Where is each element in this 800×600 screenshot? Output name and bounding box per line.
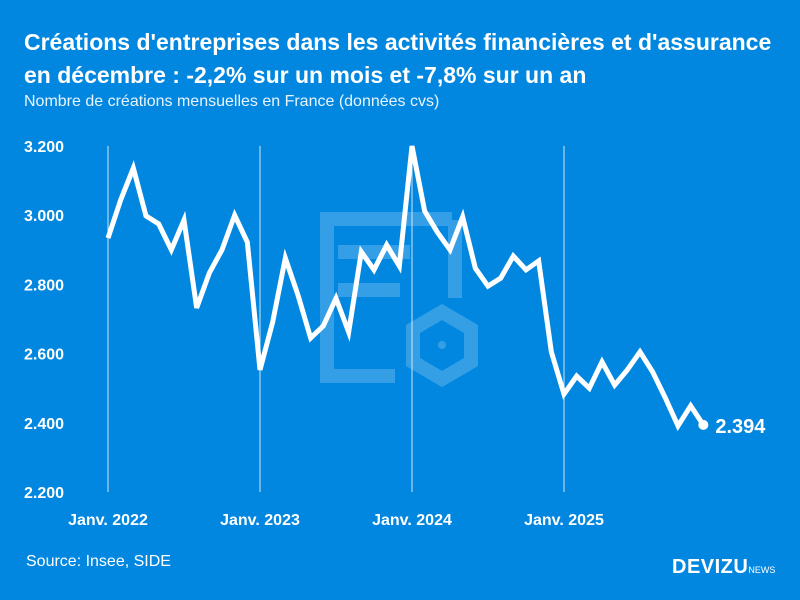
y-tick-label: 3.200 <box>24 139 64 156</box>
source-note: Source: Insee, SIDE <box>26 553 171 570</box>
brand-logo: DEVIZUNEWS <box>672 556 775 579</box>
y-tick-label: 2.400 <box>24 416 64 433</box>
data-point <box>698 419 709 430</box>
watermark-logo <box>320 212 478 388</box>
chart-title: Créations d'entreprises dans les activit… <box>24 29 772 88</box>
x-tick-label: Janv. 2023 <box>220 512 300 529</box>
y-tick-label: 2.600 <box>24 347 64 364</box>
x-tick-label: Janv. 2022 <box>68 512 148 529</box>
x-tick-label: Janv. 2025 <box>524 512 604 529</box>
chart-subtitle: Nombre de créations mensuelles en France… <box>24 93 440 110</box>
x-tick-label: Janv. 2024 <box>372 512 452 529</box>
y-tick-label: 3.000 <box>24 208 64 225</box>
last-value-label: 2.394 <box>715 416 766 438</box>
brand-name: DEVIZU <box>672 556 749 578</box>
series-line <box>105 145 706 432</box>
brand-suffix: NEWS <box>748 565 776 575</box>
y-tick-label: 2.200 <box>24 485 64 502</box>
y-tick-label: 2.800 <box>24 277 64 294</box>
